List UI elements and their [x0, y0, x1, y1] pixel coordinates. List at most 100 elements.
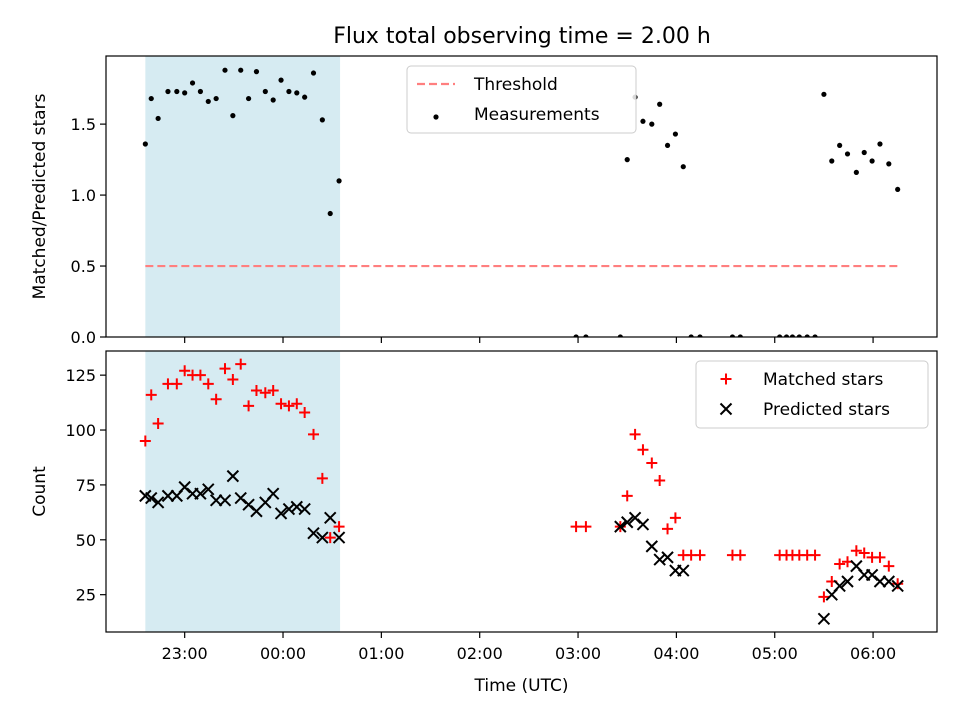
matched-stars-point — [291, 398, 303, 410]
measurement-point — [197, 88, 204, 95]
measurement-point — [165, 88, 171, 95]
y-axis-label: Count — [30, 466, 50, 517]
predicted-stars-point — [290, 500, 303, 514]
measurement-point — [617, 334, 623, 337]
matched-stars-point — [570, 521, 582, 533]
predicted-stars-point — [621, 516, 634, 529]
measurement-point — [640, 118, 646, 124]
matched-stars-point — [202, 378, 214, 390]
measurement-point — [148, 95, 154, 102]
matched-stars-point — [883, 560, 895, 572]
predicted-stars-point — [324, 511, 337, 525]
matched-stars-point — [171, 378, 183, 390]
legend-label: Predicted stars — [763, 400, 890, 420]
bottom-panel: 25 50 75 100 125 23:00 00:00 01:00 02:00 03:00 04:… — [30, 350, 938, 696]
predicted-stars-point — [677, 564, 690, 577]
measurement-point — [624, 157, 630, 163]
measurement-point — [672, 131, 679, 137]
predicted-stars-point — [307, 527, 320, 540]
matched-stars-point — [629, 428, 641, 440]
matched-stars-point — [259, 387, 271, 399]
matched-stars-point — [145, 389, 157, 401]
measurement-point — [697, 334, 703, 337]
legend-label: Threshold — [473, 75, 558, 95]
matched-stars-point — [152, 417, 164, 429]
matched-stars-point — [235, 358, 247, 370]
measurement-point — [796, 334, 802, 337]
measurement-point — [286, 88, 292, 95]
matched-stars-point — [874, 551, 886, 563]
x-axis-label: Time (UTC) — [474, 676, 569, 696]
observing-window-span — [145, 56, 341, 337]
axes-frame — [105, 55, 938, 338]
measurement-point — [573, 334, 579, 337]
predicted-stars-point — [882, 575, 896, 588]
matched-stars-point — [734, 549, 746, 561]
measurement-point — [804, 334, 810, 337]
matched-stars-point — [243, 400, 255, 412]
legend: Threshold Measurements — [406, 65, 637, 134]
predicted-stars-point — [833, 579, 846, 593]
x-tick-label: 02:00 — [457, 644, 503, 663]
predicted-stars-point — [202, 483, 215, 496]
measurement-point — [189, 80, 196, 86]
x-tick-label: 23:00 — [162, 644, 208, 663]
matched-stars-point — [669, 512, 681, 524]
y-tick-label: 0.0 — [71, 328, 96, 347]
measurement-point — [853, 169, 859, 175]
predicted-stars-point — [332, 531, 346, 544]
predicted-stars-point — [653, 553, 666, 566]
legend-measurements-handle — [433, 114, 439, 120]
measurement-point — [182, 90, 188, 96]
measurement-point — [336, 178, 342, 184]
predicted-stars-point — [636, 518, 650, 531]
legend-predicted-handle — [719, 402, 733, 416]
measurement-point — [812, 334, 818, 337]
predicted-stars-point — [209, 494, 223, 507]
y-tick-label: 1.5 — [71, 115, 96, 134]
legend-label: Matched stars — [763, 370, 883, 390]
measurement-point — [302, 94, 308, 100]
measurement-point — [205, 98, 211, 105]
predicted-stars-point — [841, 575, 854, 588]
axes-frame — [105, 350, 938, 633]
predicted-stars-point — [274, 507, 288, 520]
matched-stars-point — [210, 393, 222, 405]
matched-stars-point — [316, 472, 328, 484]
matched-stars-point — [809, 549, 821, 561]
predicted-stars-point — [151, 496, 165, 509]
measurement-point — [649, 121, 655, 127]
measurement-point — [777, 334, 783, 337]
matched-stars-point — [662, 523, 674, 535]
measurement-point — [861, 149, 867, 156]
measurement-point — [310, 70, 317, 76]
predicted-stars-point — [817, 612, 831, 626]
matched-stars-point — [834, 558, 846, 570]
measurement-point — [262, 88, 268, 95]
y-tick-label: 25 — [76, 586, 96, 605]
measurement-point — [253, 69, 260, 75]
matched-stars-point — [621, 490, 633, 502]
matched-stars-point — [694, 549, 706, 561]
measurement-point — [877, 141, 883, 147]
matched-stars-point — [283, 400, 295, 412]
matched-stars-point — [219, 363, 231, 375]
predicted-stars-point — [873, 575, 887, 588]
y-tick-label: 100 — [65, 421, 96, 440]
measurement-point — [729, 334, 736, 337]
measurement-point — [583, 334, 589, 337]
measurement-point — [142, 141, 148, 147]
measurement-point — [664, 142, 671, 149]
chart-title: Flux total observing time = 2.00 h — [333, 24, 711, 49]
legend-box — [406, 65, 637, 134]
measurement-point — [230, 113, 236, 119]
matched-stars-point — [637, 444, 649, 456]
measurement-point — [844, 151, 851, 157]
measurement-point — [174, 88, 180, 95]
matched-stars-point — [299, 406, 311, 418]
observing-window-span — [145, 351, 341, 632]
predicted-stars-point — [661, 551, 674, 564]
matched-stars-point — [850, 545, 862, 557]
predicted-stars-point — [614, 520, 627, 533]
measurement-point — [783, 334, 790, 337]
